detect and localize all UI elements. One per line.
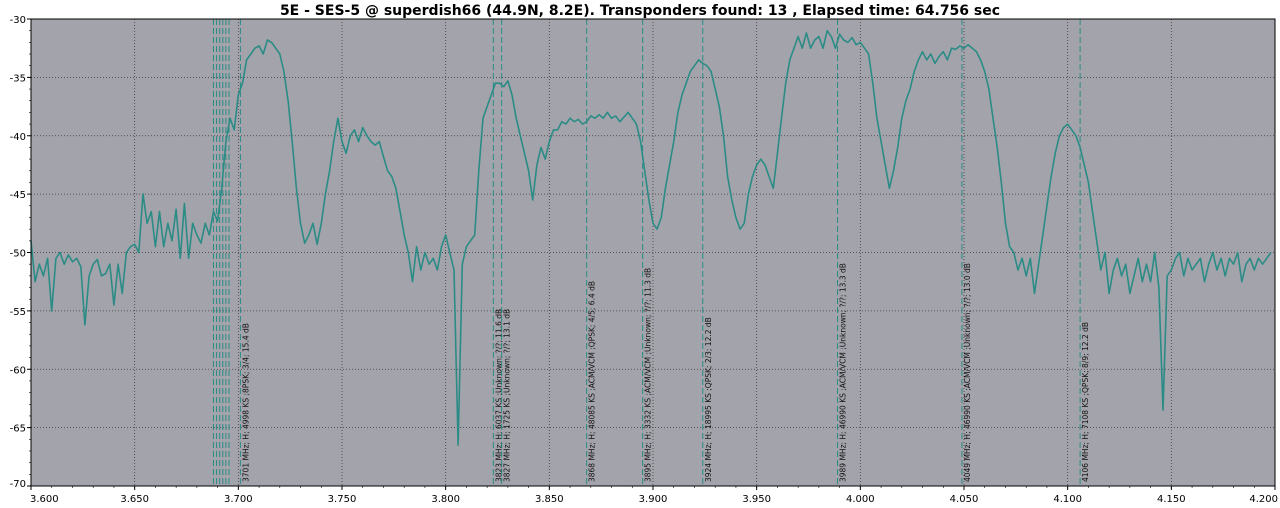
x-tick-label: 4.050 bbox=[950, 494, 979, 505]
y-tick-label: -35 bbox=[10, 73, 26, 84]
x-tick-label: 3.950 bbox=[742, 494, 771, 505]
y-tick-label: -45 bbox=[10, 190, 26, 201]
x-tick-label: 4.000 bbox=[846, 494, 875, 505]
transponder-label: 3701 MHz; H; 4998 KS ;8PSK; 3/4; 15.4 dB bbox=[241, 323, 250, 482]
x-tick-label: 3.650 bbox=[120, 494, 149, 505]
transponder-label: 3989 MHz; H; 46990 KS ;ACM/VCM ;Unknown;… bbox=[839, 263, 848, 482]
transponder-label: 3895 MHz; H; 3332 KS ;ACM/VCM ;Unknown; … bbox=[644, 268, 653, 482]
transponder-label: 3924 MHz; H; 18995 KS ;QPSK; 2/3; 12.2 d… bbox=[704, 317, 713, 482]
transponder-label: 3827 MHz; H; 1725 KS ;Unknown; ?/?; 13.1… bbox=[503, 309, 512, 482]
y-tick-label: -60 bbox=[10, 365, 26, 376]
x-tick-label: 3.600 bbox=[30, 494, 59, 505]
x-tick-label: 3.700 bbox=[224, 494, 253, 505]
transponder-label: 4106 MHz; H; 7108 KS ;QPSK; 8/9; 12.2 dB bbox=[1081, 322, 1090, 482]
x-tick-label: 4.150 bbox=[1157, 494, 1186, 505]
y-tick-label: -55 bbox=[10, 307, 26, 318]
transponder-label: 3868 MHz; H; 48085 KS ;ACM/VCM ;QPSK; 4/… bbox=[588, 281, 597, 482]
y-tick-label: -40 bbox=[10, 132, 26, 143]
axes: 3.600 3.650 3.700 3.750 3.800 3.850 3.900 3.950… bbox=[10, 15, 1278, 505]
transponder-label: 4049 MHz; H; 46990 KS ;ACM/VCM ;Unknown;… bbox=[963, 263, 972, 482]
y-tick-label: -70 bbox=[10, 479, 26, 490]
y-tick-label: -65 bbox=[10, 424, 26, 435]
x-tick-label: 3.750 bbox=[328, 494, 357, 505]
x-tick-label: 4.100 bbox=[1053, 494, 1082, 505]
x-tick-label: 3.800 bbox=[431, 494, 460, 505]
transponder-label: 3823 MHz; H; 6037 KS ;Unknown; ?/?; 11.6… bbox=[494, 309, 503, 482]
transponder-markers: 3701 MHz; H; 4998 KS ;8PSK; 3/4; 15.4 dB… bbox=[212, 19, 1090, 486]
x-tick-label: 3.900 bbox=[639, 494, 668, 505]
x-tick-label: 3.850 bbox=[535, 494, 564, 505]
y-tick-label: -30 bbox=[10, 15, 26, 26]
spectrum-line bbox=[30, 29, 1272, 446]
y-tick-label: -50 bbox=[10, 249, 26, 260]
plot-frame bbox=[30, 18, 1276, 487]
chart-title: 5E - SES-5 @ superdish66 (44.9N, 8.2E). … bbox=[280, 3, 1000, 19]
x-tick-label: 4.200 bbox=[1249, 494, 1278, 505]
grid-lines bbox=[31, 19, 1275, 486]
series-layer bbox=[30, 29, 1272, 446]
